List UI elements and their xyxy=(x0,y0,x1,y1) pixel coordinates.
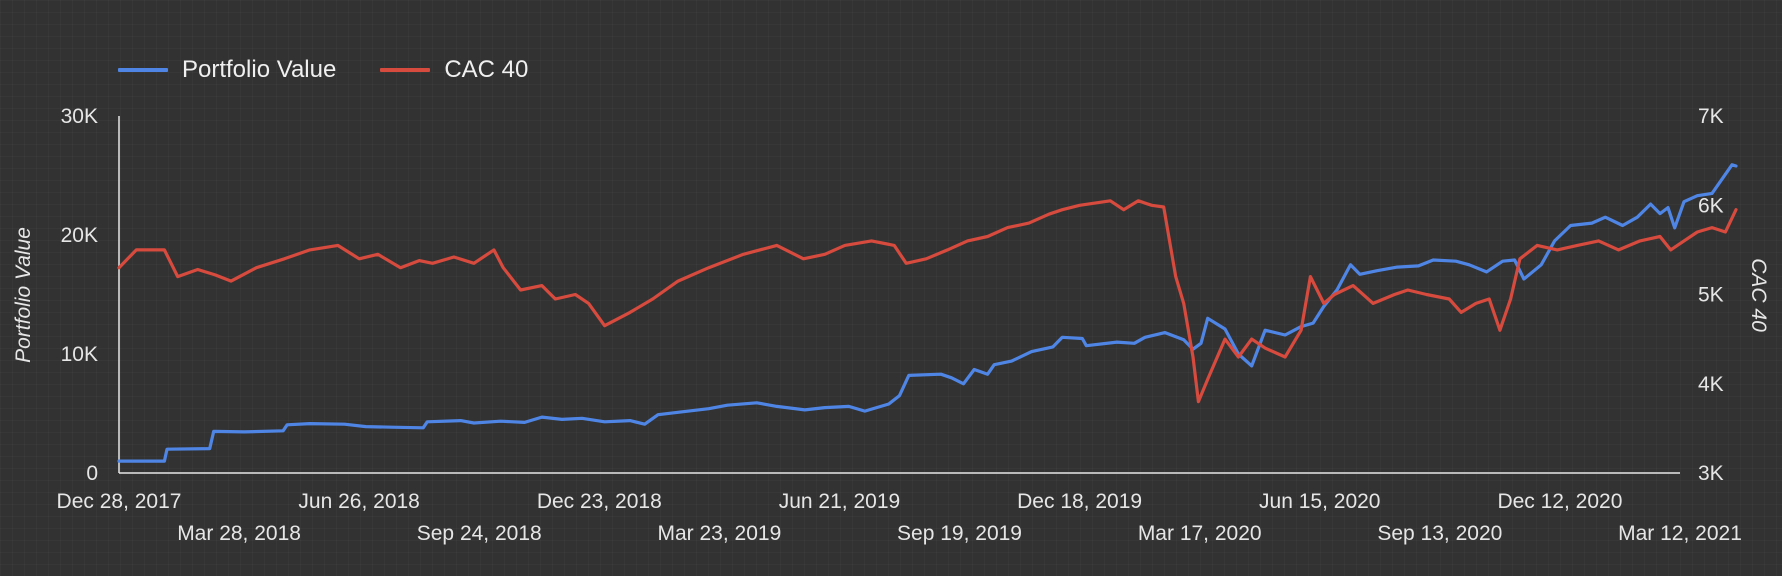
y-axis-left-title: Portfolio Value xyxy=(12,227,35,363)
x-tick-label: Mar 23, 2019 xyxy=(658,522,782,545)
y-right-tick-label: 4K xyxy=(1698,373,1724,396)
y-left-tick-label: 30K xyxy=(61,105,98,128)
legend-swatch-portfolio xyxy=(118,68,168,72)
legend-label-cac: CAC 40 xyxy=(444,56,529,83)
y-right-tick-label: 7K xyxy=(1698,105,1724,128)
x-tick-label: Mar 17, 2020 xyxy=(1138,522,1262,545)
y-right-tick-label: 6K xyxy=(1698,194,1724,217)
y-right-tick-label: 5K xyxy=(1698,284,1724,307)
y-left-tick-label: 0 xyxy=(86,462,98,485)
y-left-tick-label: 20K xyxy=(61,224,98,247)
y-right-tick-label: 3K xyxy=(1698,462,1724,485)
legend-item-cac-40[interactable]: CAC 40 xyxy=(380,56,528,84)
x-tick-label: Dec 12, 2020 xyxy=(1497,490,1622,513)
x-tick-label: Dec 28, 2017 xyxy=(57,490,182,513)
chart-labels: 0 10K 20K 30K 3K 4K 5K 6K 7K Dec 28, 2017 Mar 28, … xyxy=(12,105,1770,545)
x-tick-label: Mar 28, 2018 xyxy=(177,522,301,545)
chart-legend: Portfolio Value CAC 40 xyxy=(118,56,528,84)
legend-swatch-cac xyxy=(380,68,431,72)
x-tick-label: Sep 24, 2018 xyxy=(417,522,542,545)
series-line-portfolio-value xyxy=(117,163,1738,463)
x-tick-label: Sep 13, 2020 xyxy=(1377,522,1502,545)
chart-axes xyxy=(118,116,1680,474)
x-tick-label: Dec 18, 2019 xyxy=(1017,490,1142,513)
x-tick-label: Mar 12, 2021 xyxy=(1618,522,1742,545)
x-tick-label: Sep 19, 2019 xyxy=(897,522,1022,545)
x-tick-label: Jun 26, 2018 xyxy=(298,490,419,513)
legend-item-portfolio-value[interactable]: Portfolio Value xyxy=(118,56,336,84)
x-tick-label: Dec 23, 2018 xyxy=(537,490,662,513)
series-line-cac-40 xyxy=(117,199,1738,404)
y-axis-right-title: CAC 40 xyxy=(1747,258,1770,332)
y-left-tick-label: 10K xyxy=(61,343,98,366)
x-tick-label: Jun 15, 2020 xyxy=(1259,490,1380,513)
x-tick-label: Jun 21, 2019 xyxy=(779,490,900,513)
legend-label-portfolio: Portfolio Value xyxy=(182,56,337,83)
chart-series xyxy=(117,163,1738,463)
